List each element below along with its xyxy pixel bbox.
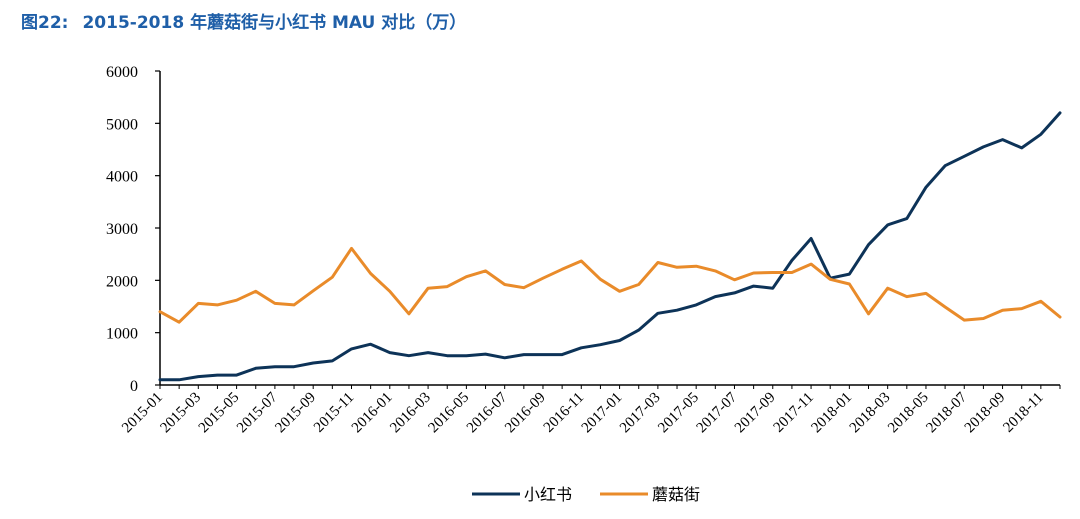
figure-label: 图22: (21, 13, 69, 33)
x-tick-label: 2018-03 (847, 390, 894, 437)
x-tick-label: 2017-05 (655, 390, 702, 437)
x-tick-label: 2017-01 (579, 390, 626, 437)
y-tick-label: 1000 (106, 326, 138, 343)
x-tick-label: 2018-07 (923, 389, 970, 436)
x-tick-label: 2017-07 (694, 389, 741, 436)
y-tick-label: 0 (130, 378, 138, 395)
x-axis-ticks: 2015-012015-032015-052015-072015-092015-… (119, 385, 1061, 437)
legend-label-mogujie: 蘑菇街 (652, 485, 700, 504)
x-tick-label: 2017-09 (732, 390, 779, 437)
x-tick-label: 2015-11 (311, 390, 357, 436)
x-tick-label: 2016-01 (349, 390, 396, 437)
x-tick-label: 2018-05 (885, 390, 932, 437)
x-tick-label: 2018-09 (962, 390, 1009, 437)
x-tick-label: 2016-05 (426, 390, 473, 437)
series-line-mogujie (158, 246, 1062, 324)
x-tick-label: 2015-03 (157, 390, 204, 437)
x-tick-label: 2017-03 (617, 390, 664, 437)
y-axis-ticks: 0 1000 2000 3000 4000 5000 6000 (106, 64, 160, 395)
y-tick-label: 4000 (106, 169, 138, 186)
chart-series (158, 111, 1062, 382)
x-tick-label: 2018-01 (809, 390, 856, 437)
y-tick-label: 5000 (106, 116, 138, 133)
y-tick-label: 6000 (106, 64, 138, 81)
x-tick-label: 2018-11 (1000, 390, 1046, 436)
x-tick-label: 2015-01 (119, 390, 166, 437)
x-tick-label: 2016-09 (502, 390, 549, 437)
x-tick-label: 2015-09 (272, 390, 319, 437)
legend-label-xiaohongshu: 小红书 (524, 485, 572, 504)
chart-axes (159, 71, 1060, 386)
y-tick-label: 3000 (106, 221, 138, 238)
x-tick-label: 2016-07 (464, 389, 511, 436)
x-tick-label: 2017-11 (771, 390, 817, 436)
x-tick-label: 2016-03 (387, 390, 434, 437)
series-line-xiaohongshu (158, 111, 1062, 382)
y-tick-label: 2000 (106, 273, 138, 290)
x-tick-label: 2015-07 (234, 389, 281, 436)
figure-title: 图22: 2015-2018 年蘑菇街与小红书 MAU 对比（万） (21, 8, 466, 33)
figure-title-text: 2015-2018 年蘑菇街与小红书 MAU 对比（万） (82, 13, 467, 33)
chart-legend: 小红书 蘑菇街 (472, 485, 700, 504)
x-tick-label: 2015-05 (196, 390, 243, 437)
x-tick-label: 2016-11 (541, 390, 587, 436)
